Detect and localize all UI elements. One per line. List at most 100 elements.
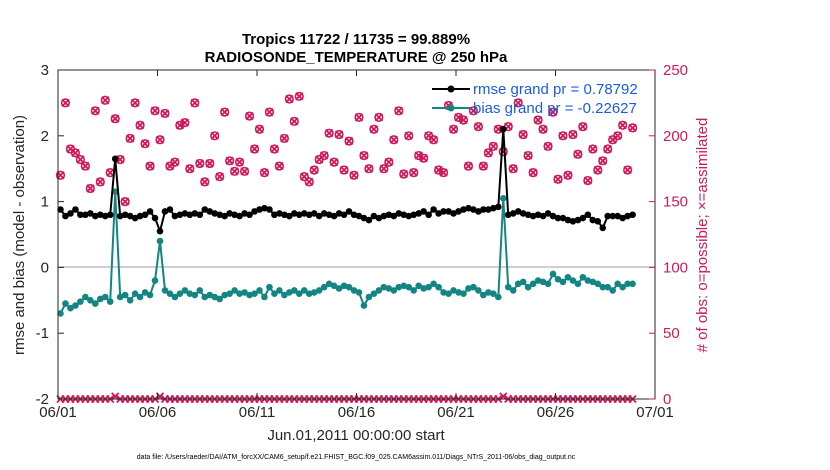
bias-series-point: [92, 300, 99, 307]
bias-series-point: [559, 278, 567, 286]
rmse-series-point: [579, 214, 587, 222]
bias-series-point: [146, 291, 154, 299]
obs-possible-marker: [498, 146, 508, 157]
bias-series-point: [504, 283, 512, 291]
obs-assimilated-marker: [61, 98, 70, 108]
obs-assimilated-marker: [369, 125, 379, 134]
obs-possible-marker: [414, 150, 424, 161]
bias-series-point: [211, 293, 219, 301]
obs-possible-marker: [513, 98, 523, 108]
bias-series-point: [599, 283, 607, 291]
rmse-series-point: [370, 212, 378, 220]
bias-series-point: [350, 287, 358, 294]
rmse-series-point: [549, 212, 557, 220]
obs-possible-marker: [533, 115, 543, 125]
bias-series-point: [256, 287, 263, 294]
obs-possible-marker: [583, 175, 593, 186]
bias-series-point: [519, 278, 527, 286]
rmse-series-point: [186, 211, 194, 219]
obs-possible-marker: [269, 144, 280, 154]
bias-series-point: [574, 280, 582, 288]
rmse-series-point: [141, 211, 149, 219]
bias-series-point: [315, 287, 323, 294]
rmse-series-point: [499, 125, 507, 133]
obs-assimilated-marker: [121, 197, 130, 206]
obs-possible-marker: [483, 148, 493, 158]
bias-series-point: [266, 283, 273, 291]
bias-series-point: [310, 289, 318, 296]
bias-series-point: [241, 289, 248, 296]
obs-possible-marker: [573, 149, 583, 159]
obs-assimilated-marker: [270, 144, 279, 154]
obs-assimilated-marker: [160, 109, 170, 118]
rmse-series-point: [101, 212, 109, 220]
obs-assimilated-marker: [404, 131, 413, 140]
rmse-series-point: [335, 210, 343, 217]
obs-possible-marker: [623, 165, 633, 175]
obs-assimilated-marker: [265, 107, 274, 117]
bias-series-point: [82, 293, 89, 301]
rmse-series-point: [534, 211, 542, 219]
obs-possible-marker: [289, 116, 299, 126]
obs-assimilated-marker: [613, 131, 622, 140]
obs-assimilated-marker: [180, 118, 189, 127]
legend-rmse-marker: [447, 85, 455, 93]
obs-assimilated-marker: [364, 164, 374, 173]
obs-possible-marker: [379, 164, 389, 174]
rmse-series-point: [490, 204, 497, 212]
obs-possible-marker: [225, 156, 235, 166]
bias-series-point: [121, 291, 129, 299]
bias-series-point: [360, 302, 368, 309]
rmse-series-point: [231, 211, 238, 219]
obs-possible-marker: [618, 120, 628, 130]
bias-series-point: [430, 280, 437, 288]
bias-series-point: [440, 289, 447, 296]
bias-series-point: [236, 290, 243, 298]
obs-assimilated-marker: [459, 115, 468, 125]
bias-series-point: [375, 287, 383, 294]
obs-assimilated-marker: [528, 168, 538, 177]
bias-series-point: [216, 295, 223, 303]
rmse-series-point: [77, 211, 84, 219]
obs-possible-marker: [75, 154, 85, 165]
obs-assimilated-marker: [339, 165, 349, 175]
rmse-series-point: [415, 210, 422, 217]
rmse-series-point: [465, 204, 472, 212]
rmse-series-point: [226, 210, 233, 217]
bias-series-point: [584, 277, 592, 284]
rmse-series-point: [485, 206, 492, 213]
bias-series-point: [494, 293, 502, 301]
rmse-series-point: [624, 212, 631, 220]
rmse-series-point: [574, 216, 582, 224]
bias-series-point: [564, 273, 572, 281]
bias-series-point: [609, 287, 617, 294]
obs-possible-marker: [304, 177, 314, 187]
bias-series-point: [246, 291, 253, 299]
obs-possible-marker: [429, 135, 439, 145]
rmse-series-point: [201, 206, 209, 213]
x-tick-label: 06/11: [239, 404, 275, 421]
rmse-series-point: [380, 212, 388, 220]
bias-series-point: [619, 283, 626, 291]
obs-assimilated-marker: [220, 107, 229, 117]
rmse-series-point: [360, 214, 368, 222]
rmse-series-point: [340, 211, 348, 219]
rmse-series-point: [395, 210, 403, 217]
bias-series-point: [226, 290, 233, 298]
obs-assimilated-marker: [334, 130, 344, 139]
rmse-series-point: [136, 212, 144, 220]
rmse-series-point: [305, 211, 313, 219]
obs-assimilated-marker: [509, 164, 518, 173]
bias-series-point: [77, 298, 84, 305]
obs-possible-marker: [543, 141, 553, 151]
bias-series-point: [450, 287, 457, 294]
obs-assimilated-marker: [215, 172, 224, 181]
bias-series-point: [549, 270, 557, 278]
obs-possible-marker: [349, 170, 359, 180]
obs-assimilated-marker: [190, 98, 199, 108]
obs-assimilated-marker: [553, 175, 563, 184]
bias-series-point: [62, 300, 69, 307]
bias-series-point: [291, 287, 298, 294]
obs-assimilated-marker: [155, 135, 165, 144]
obs-assimilated-marker: [205, 159, 214, 168]
